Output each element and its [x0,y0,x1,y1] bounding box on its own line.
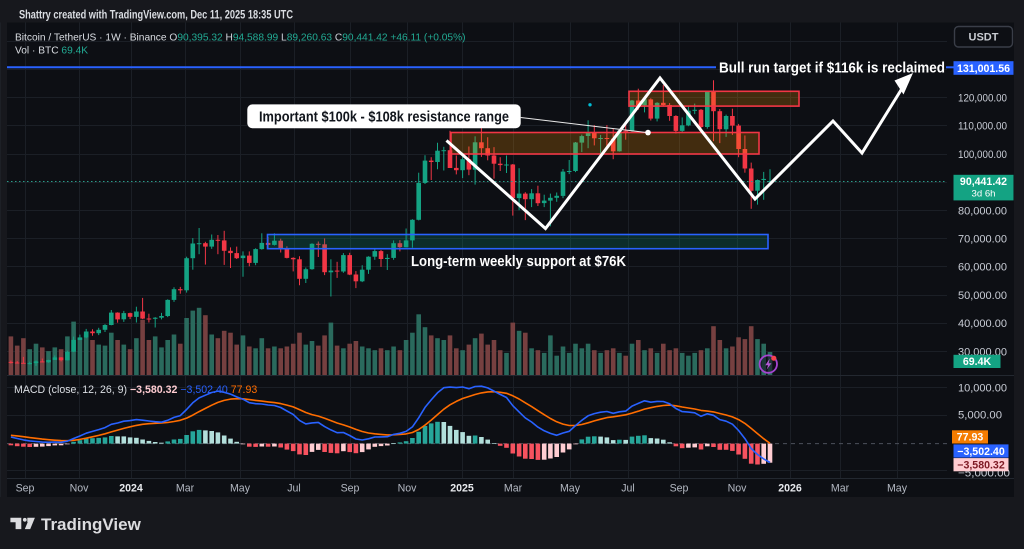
svg-text:3d 6h: 3d 6h [971,188,995,199]
svg-text:Mar: Mar [831,482,850,494]
svg-text:May: May [560,482,581,494]
svg-text:Sep: Sep [341,482,360,494]
svg-text:−3,502.40: −3,502.40 [957,446,1005,458]
svg-text:−3,580.32: −3,580.32 [957,460,1005,472]
svg-text:2024: 2024 [119,482,143,494]
svg-text:10,000.00: 10,000.00 [958,382,1007,394]
svg-text:Mar: Mar [504,482,523,494]
svg-text:Long-term weekly support at $7: Long-term weekly support at $76K [411,254,626,270]
svg-text:77.93: 77.93 [957,432,984,444]
svg-text:Bitcoin / TetherUS · 1W · Bina: Bitcoin / TetherUS · 1W · Binance O90,39… [15,33,466,44]
svg-text:60,000.00: 60,000.00 [958,262,1007,274]
svg-text:May: May [230,482,251,494]
svg-text:80,000.00: 80,000.00 [958,205,1007,217]
svg-text:2025: 2025 [450,482,474,494]
svg-text:Bull run target if $116k is re: Bull run target if $116k is reclaimed [719,60,945,76]
svg-text:USDT: USDT [969,32,999,44]
svg-text:Nov: Nov [728,482,748,494]
svg-text:131,001.56: 131,001.56 [957,63,1010,75]
svg-text:MACD (close, 12, 26, 9) −3,580: MACD (close, 12, 26, 9) −3,580.32 −3,502… [14,384,257,396]
svg-text:Sep: Sep [670,482,689,494]
svg-text:100,000.00: 100,000.00 [958,149,1007,161]
svg-text:Mar: Mar [176,482,195,494]
svg-text:70,000.00: 70,000.00 [958,234,1007,246]
svg-text:Nov: Nov [70,482,90,494]
svg-text:90,441.42: 90,441.42 [960,176,1007,188]
svg-text:Jul: Jul [287,482,301,494]
svg-text:Sep: Sep [16,482,35,494]
svg-text:Nov: Nov [398,482,418,494]
svg-text:40,000.00: 40,000.00 [958,318,1007,330]
svg-text:2026: 2026 [778,482,802,494]
svg-text:TradingView: TradingView [41,515,142,534]
svg-text:Important $100k - $108k resist: Important $100k - $108k resistance range [259,110,509,126]
svg-text:120,000.00: 120,000.00 [958,93,1007,105]
svg-text:Vol · BTC 69.4K: Vol · BTC 69.4K [15,46,88,57]
svg-text:50,000.00: 50,000.00 [958,290,1007,302]
svg-text:110,000.00: 110,000.00 [958,121,1007,133]
svg-text:5,000.00: 5,000.00 [958,409,1002,421]
svg-text:May: May [887,482,908,494]
svg-text:Shattry created with TradingVi: Shattry created with TradingView.com, De… [19,8,293,22]
svg-text:69.4K: 69.4K [963,356,992,368]
svg-text:Jul: Jul [621,482,635,494]
